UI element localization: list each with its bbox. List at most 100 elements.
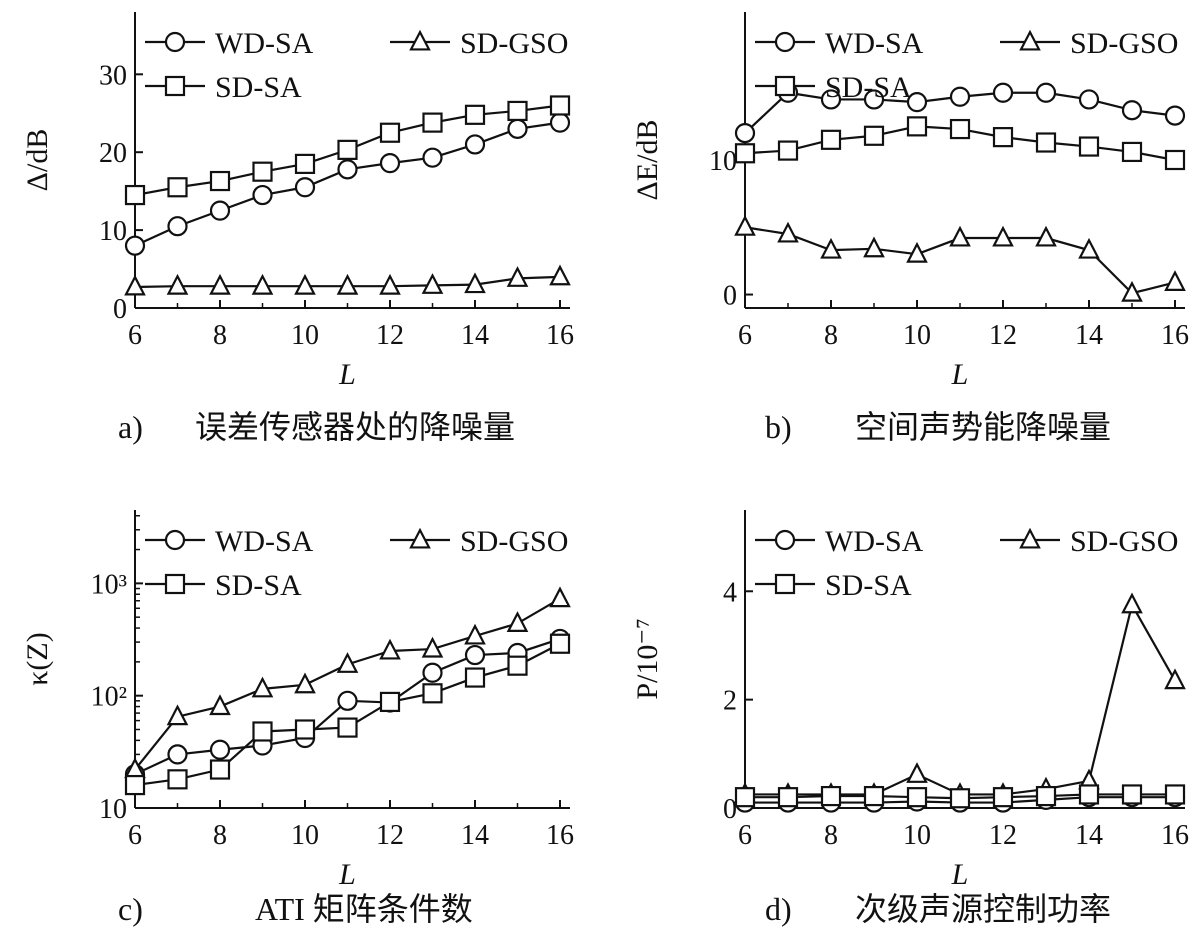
data-point-sd-sa [992, 787, 1014, 808]
legend-label: SD-GSO [1070, 27, 1178, 60]
data-point-sd-sa [1121, 141, 1143, 163]
data-point-sd-sa [906, 116, 928, 137]
data-point-wd-sa [209, 739, 231, 760]
series-line-sd-gso [134, 597, 561, 771]
y-tick-label: 30 [99, 60, 127, 91]
data-point-sd-sa [949, 118, 971, 140]
data-point-wd-sa [337, 690, 358, 711]
data-point-wd-sa [422, 147, 443, 168]
data-point-wd-sa [464, 644, 486, 666]
legend: WD-SA SD-GSO SD-SA [755, 525, 1178, 602]
legend-marker-square [164, 573, 186, 595]
legend-marker-square [164, 75, 186, 97]
x-axis-label: L [338, 358, 356, 391]
y-tick-label: 0 [723, 794, 737, 825]
legend: WD-SA SD-GSO SD-SA [755, 27, 1178, 104]
data-point-sd-sa [379, 691, 401, 713]
data-point-sd-gso [209, 273, 231, 295]
data-point-wd-sa [507, 118, 528, 139]
data-point-sd-gso [251, 273, 274, 295]
data-point-sd-sa [379, 122, 401, 143]
data-point-sd-gso [1121, 280, 1143, 302]
x-tick-label: 8 [213, 320, 227, 351]
legend: WD-SA SD-GSO SD-SA [145, 27, 568, 104]
data-point-sd-sa [549, 95, 571, 116]
x-tick-label: 12 [989, 820, 1017, 851]
data-point-wd-sa [949, 86, 971, 107]
x-tick-label: 14 [1075, 820, 1103, 851]
y-tick-label: 0 [723, 281, 737, 312]
data-point-sd-sa [294, 153, 316, 174]
x-tick-label: 16 [546, 820, 574, 851]
data-point-wd-sa [1078, 89, 1100, 110]
data-point-sd-gso [379, 638, 401, 660]
x-tick-label: 10 [291, 820, 319, 851]
data-point-sd-gso [906, 762, 928, 783]
data-point-sd-gso [992, 225, 1014, 247]
data-point-wd-sa [863, 89, 885, 110]
data-point-sd-sa [777, 140, 799, 161]
data-point-sd-sa [294, 719, 316, 740]
data-point-sd-gso [1121, 592, 1143, 614]
legend-marker-square [774, 573, 796, 595]
data-point-sd-sa [252, 721, 273, 742]
data-point-wd-sa [820, 89, 842, 110]
legend-label: WD-SA [215, 27, 314, 60]
legend-marker-square [774, 75, 796, 97]
data-point-sd-gso [863, 236, 885, 258]
data-point-sd-sa [734, 787, 756, 808]
x-tick-label: 8 [213, 820, 227, 851]
data-point-wd-sa [464, 134, 486, 155]
data-point-wd-sa [734, 122, 756, 144]
legend-label: SD-SA [215, 71, 302, 104]
panel-b: 6 8 10 12 14 16 0 10 L ΔE/dB WD-SA SD-GSO SD-SA b) 空间声… [631, 12, 1189, 445]
data-point-sd-gso [124, 274, 146, 296]
data-point-sd-sa [1164, 784, 1186, 805]
legend-marker-circle [164, 31, 186, 53]
panel-c: 6 8 10 12 14 16 10 10² 10³ Lκ(Z) WD-SA SD-GSO SD-SA c… [21, 510, 574, 927]
data-point-sd-sa [1078, 136, 1100, 157]
x-tick-label: 10 [903, 320, 931, 351]
data-point-sd-sa [949, 788, 971, 809]
y-axis-label: ΔE/dB [631, 120, 664, 201]
data-point-wd-sa [294, 177, 316, 198]
x-tick-label: 12 [376, 320, 404, 351]
caption-tag: a) [118, 409, 143, 445]
x-tick-label: 12 [989, 320, 1017, 351]
x-tick-label: 16 [1161, 820, 1189, 851]
x-axis-label: L [338, 858, 356, 891]
data-point-sd-sa [507, 655, 528, 676]
data-point-sd-sa [507, 100, 528, 122]
data-point-sd-gso [336, 273, 359, 295]
data-point-sd-gso [906, 241, 928, 263]
caption-tag: b) [765, 409, 792, 445]
y-tick-label: 10³ [91, 569, 127, 600]
y-tick-label: 4 [723, 577, 737, 608]
y-tick-label: 10 [709, 146, 737, 177]
data-point-sd-gso [294, 273, 316, 295]
data-point-wd-sa [1035, 82, 1057, 103]
data-point-wd-sa [906, 92, 928, 113]
legend-label: SD-GSO [460, 525, 568, 558]
data-point-sd-gso [506, 266, 529, 287]
x-tick-label: 10 [291, 320, 319, 351]
legend-marker-triangle [1019, 29, 1041, 51]
data-point-sd-sa [124, 774, 146, 796]
data-point-sd-gso [506, 611, 529, 632]
data-point-sd-gso [1078, 237, 1100, 259]
data-point-sd-sa [252, 161, 273, 182]
x-tick-label: 8 [824, 320, 838, 351]
data-point-sd-gso [1164, 270, 1186, 291]
legend-marker-circle [774, 529, 796, 551]
data-point-sd-gso [421, 636, 444, 658]
data-point-sd-sa [992, 127, 1014, 148]
x-tick-label: 10 [903, 820, 931, 851]
data-point-sd-gso [1035, 225, 1057, 247]
data-point-sd-gso [777, 221, 799, 243]
data-point-sd-sa [167, 769, 188, 790]
data-point-sd-sa [1078, 784, 1100, 805]
data-point-wd-sa [422, 662, 443, 683]
x-tick-label: 6 [128, 320, 142, 351]
y-axis-label: P/10⁻⁷ [631, 618, 664, 699]
data-point-sd-sa [549, 633, 571, 654]
